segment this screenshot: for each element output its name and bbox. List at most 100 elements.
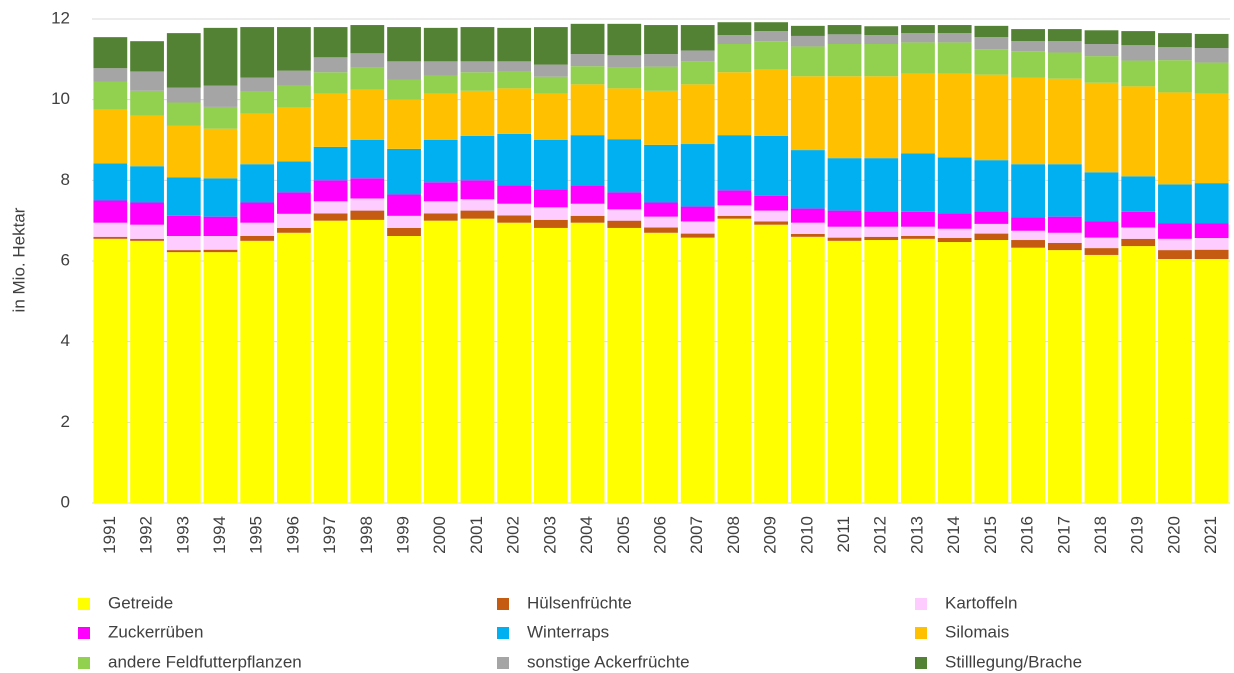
bar-segment [790,222,825,234]
bar-segment [864,26,899,36]
bar-segment [460,61,495,73]
bar-segment [790,35,825,47]
bar-segment [497,222,532,503]
bar-segment [387,79,421,100]
bar-segment [240,164,275,203]
bar-segment [1047,164,1082,217]
bar-segment [754,224,789,503]
bar-segment [203,216,238,236]
x-tick-label: 1992 [137,516,156,554]
bar-segment [350,25,385,54]
legend-label: Winterraps [527,622,609,641]
bar-segment [166,235,201,251]
bar-segment [570,215,605,223]
bar-segment [937,238,972,243]
bar-segment [827,237,862,241]
bar-segment [387,235,421,503]
bar-segment [1047,216,1082,233]
bar-segment [1158,223,1192,239]
legend-swatch [497,657,509,669]
bar-segment [1194,93,1229,184]
bar-segment [277,227,311,233]
x-tick-label: 2004 [577,516,596,554]
bar-segment [313,213,348,221]
legend-swatch [915,627,927,639]
bar-segment [1011,29,1045,42]
bar-segment [203,235,238,250]
bar-segment [790,76,825,151]
bar-segment [717,22,752,36]
bar-segment [533,227,568,503]
bar-segment [277,107,311,162]
bar-segment [1194,33,1229,49]
x-tick-label: 1993 [173,516,192,554]
bar-segment [790,208,825,223]
bar-segment [937,213,972,229]
bar-segment [790,150,825,209]
bar-segment [607,192,642,210]
y-tick-label: 4 [61,331,70,350]
bar-segment [350,178,385,199]
legend-swatch [915,598,927,610]
bar-segment [1047,232,1082,243]
x-tick-label: 2003 [540,516,559,554]
bar-segment [974,49,1009,75]
bar-segment [937,73,972,158]
bar-segment [277,85,311,108]
bar-segment [497,61,532,72]
bar-segment [717,72,752,136]
bar-segment [533,76,568,94]
bar-segment [423,213,458,221]
bar-segment [423,182,458,202]
x-tick-label: 2010 [797,516,816,554]
bar-segment [1158,250,1192,259]
bar-segment [460,210,495,219]
bar-segment [680,50,715,62]
bar-segment [864,158,899,212]
bar-segment [1084,30,1119,45]
bar-segment [607,209,642,221]
y-axis-title: in Mio. Hektar [9,207,28,312]
bar-segment [166,177,201,216]
legend-label: Zuckerrüben [108,622,203,641]
bar-segment [1011,41,1045,52]
bar-segment [607,139,642,193]
bar-segment [717,190,752,206]
bar-segment [1011,217,1045,231]
bar-segment [754,210,789,222]
bar-segment [974,74,1009,161]
bar-segment [827,25,862,35]
bar-segment [974,37,1009,50]
bar-segment [277,27,311,71]
legend-swatch [497,627,509,639]
bar-segment [423,75,458,94]
bar-segment [827,210,862,227]
bar-segment [827,44,862,77]
bar-segment [864,35,899,45]
bar-segment [313,93,348,147]
bar-segment [901,211,935,227]
bar-segment [93,81,128,110]
bar-segment [1158,60,1192,93]
bar-segment [203,128,238,179]
bar-segment [1011,164,1045,218]
bar-segment [974,240,1009,503]
bar-segment [240,77,275,92]
bar-segment [130,238,164,241]
bar-segment [423,93,458,140]
bar-segment [460,72,495,91]
bar-segment [533,27,568,65]
bar-segment [717,135,752,191]
bar-segment [790,25,825,36]
bar-segment [607,55,642,68]
bar-segment [717,205,752,216]
bar-segment [607,88,642,140]
bar-segment [166,87,201,103]
bar-segment [1194,258,1229,503]
bar-segment [644,66,678,91]
bar-segment [460,135,495,181]
legend-swatch [915,657,927,669]
bar-segment [93,236,128,239]
bar-segment [864,211,899,227]
bar-segment [790,233,825,237]
